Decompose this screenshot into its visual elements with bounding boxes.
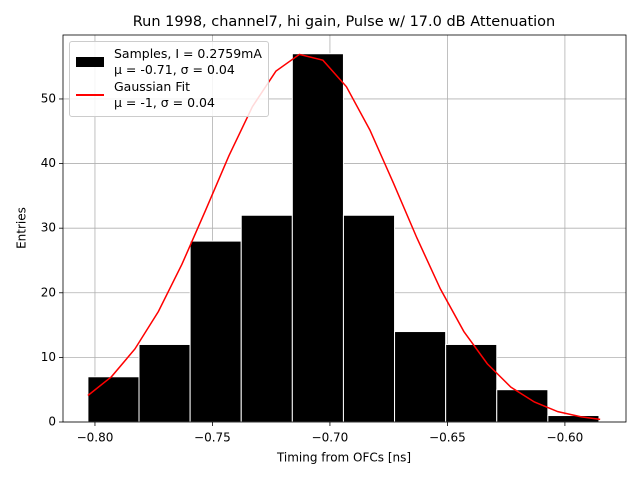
- marks: [87, 53, 601, 423]
- bar: [394, 331, 447, 423]
- bar: [87, 376, 140, 423]
- legend-handle: [76, 57, 104, 67]
- bar: [445, 343, 498, 423]
- legend-entry: Samples, I = 0.2759mA μ = -0.71, σ = 0.0…: [76, 46, 262, 78]
- axes-frame: [62, 34, 627, 423]
- bar: [342, 214, 396, 423]
- legend-label: Samples, I = 0.2759mA μ = -0.71, σ = 0.0…: [114, 46, 262, 77]
- legend-entry: Gaussian Fit μ = -1, σ = 0.04: [76, 79, 262, 111]
- bar: [240, 214, 293, 423]
- x-axis-label: Timing from OFCs [ns]: [276, 451, 411, 465]
- chart-title: Run 1998, channel7, hi gain, Pulse w/ 17…: [133, 14, 556, 30]
- y-tick-label: 10: [41, 350, 56, 364]
- legend: Samples, I = 0.2759mA μ = -0.71, σ = 0.0…: [69, 41, 269, 117]
- y-tick-label: 20: [41, 285, 56, 299]
- y-tick-label: 30: [41, 221, 56, 235]
- bar: [138, 343, 191, 423]
- x-tick-label: −0.60: [547, 431, 584, 445]
- y-tick-label: 40: [41, 156, 56, 170]
- x-tick-label: −0.75: [194, 431, 231, 445]
- y-tick-label: 0: [48, 415, 56, 429]
- x-tick-label: −0.70: [312, 431, 349, 445]
- y-tick-label: 50: [41, 91, 56, 105]
- y-axis-label: Entries: [15, 207, 29, 249]
- bar: [291, 53, 344, 423]
- bar: [189, 240, 242, 423]
- fit-line: [87, 53, 601, 421]
- legend-handle: [76, 94, 104, 96]
- x-tick-label: −0.80: [77, 431, 114, 445]
- legend-label: Gaussian Fit μ = -1, σ = 0.04: [114, 79, 215, 110]
- x-tick-label: −0.65: [429, 431, 466, 445]
